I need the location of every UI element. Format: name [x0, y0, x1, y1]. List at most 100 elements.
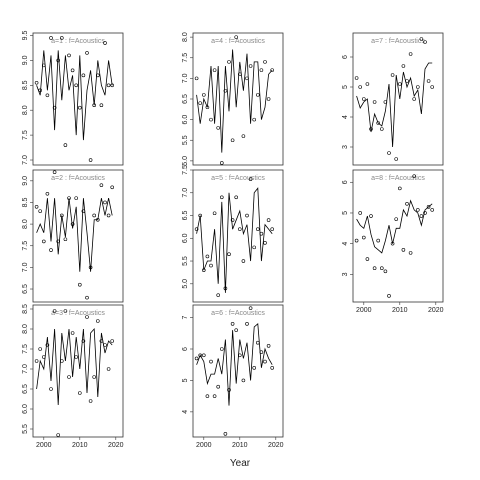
panel-title: a=7 : f=Acoustics — [371, 38, 425, 45]
point — [85, 51, 89, 55]
point — [387, 151, 391, 155]
x-tick-label: 2010 — [72, 442, 88, 449]
y-tick-label: 7.5 — [22, 241, 29, 251]
point — [234, 35, 238, 39]
y-tick-label: 5.5 — [182, 256, 189, 266]
point — [202, 93, 206, 97]
x-tick-label: 2020 — [108, 442, 124, 449]
x-tick-label: 2010 — [392, 307, 408, 314]
y-tick-label: 7.0 — [182, 188, 189, 198]
point — [376, 121, 381, 125]
point — [245, 76, 249, 81]
point — [266, 218, 271, 222]
point — [92, 375, 96, 379]
panel-title: a=4 : f=Acoustics — [211, 38, 265, 45]
point — [92, 213, 96, 218]
point — [96, 319, 100, 323]
point — [106, 367, 111, 371]
y-tick-label: 9.0 — [22, 176, 29, 186]
point — [209, 263, 213, 268]
point — [238, 72, 242, 77]
x-tick-label: 2010 — [232, 442, 248, 449]
line — [36, 50, 113, 141]
point — [56, 433, 61, 437]
point — [423, 40, 427, 44]
panel-title: a=3 : f=Acoustics — [51, 310, 105, 317]
y-tick-label: 6.0 — [182, 233, 189, 243]
panel-frame — [32, 32, 124, 166]
point — [99, 339, 104, 343]
x-tick-label: 2020 — [268, 442, 284, 449]
y-tick-label: 3 — [342, 145, 349, 149]
point — [106, 83, 111, 88]
point — [230, 138, 235, 143]
point — [74, 83, 78, 88]
point — [106, 213, 111, 218]
point — [81, 339, 86, 343]
point — [38, 88, 43, 93]
point — [45, 192, 50, 196]
point — [198, 353, 202, 358]
point — [376, 238, 381, 243]
point — [405, 79, 409, 83]
point — [220, 195, 224, 200]
point — [49, 387, 53, 391]
y-tick-label: 7.0 — [22, 262, 29, 272]
point — [358, 85, 363, 89]
point — [52, 309, 57, 313]
panel-frame — [352, 32, 444, 166]
point — [202, 268, 206, 272]
point — [96, 73, 100, 78]
point — [209, 117, 213, 122]
point — [78, 105, 82, 110]
point — [110, 339, 114, 343]
point — [49, 248, 53, 252]
point — [252, 117, 256, 122]
y-tick-label: 7.0 — [182, 73, 189, 83]
y-tick-label: 5.5 — [182, 135, 189, 145]
point — [426, 205, 431, 209]
y-tick-label: 7 — [182, 316, 189, 320]
point — [223, 286, 228, 291]
y-tick-label: 6.0 — [22, 404, 29, 414]
point — [412, 97, 417, 101]
point — [259, 68, 264, 72]
y-tick-label: 6 — [182, 347, 189, 351]
point — [372, 100, 377, 104]
y-tick-label: 7.0 — [22, 155, 29, 165]
point — [255, 227, 260, 231]
y-tick-label: 3 — [342, 272, 349, 276]
point — [223, 432, 228, 436]
point — [397, 186, 402, 191]
point — [110, 185, 114, 190]
point — [387, 294, 391, 298]
point — [198, 213, 202, 218]
y-tick-label: 8.5 — [22, 80, 29, 90]
point — [70, 68, 75, 73]
point — [252, 366, 256, 370]
point — [419, 37, 424, 41]
y-tick-label: 8.0 — [22, 105, 29, 115]
point — [365, 82, 370, 86]
point — [198, 101, 202, 105]
panel-frame — [32, 304, 124, 438]
point — [92, 103, 96, 108]
point — [361, 97, 366, 101]
y-tick-label: 4 — [182, 410, 189, 414]
line — [356, 199, 433, 254]
panel-frame — [352, 169, 444, 303]
point — [85, 315, 89, 319]
point — [59, 359, 64, 363]
point — [70, 222, 75, 226]
y-tick-label: 6.5 — [182, 211, 189, 221]
y-tick-label: 7.5 — [182, 165, 189, 175]
point — [59, 36, 64, 40]
point — [56, 239, 61, 244]
y-tick-label: 6 — [342, 180, 349, 184]
y-tick-label: 7.5 — [182, 53, 189, 63]
panel-title: a=1 : f=Acoustics — [51, 38, 105, 45]
point — [372, 266, 377, 271]
point — [394, 157, 399, 161]
point — [270, 227, 275, 231]
